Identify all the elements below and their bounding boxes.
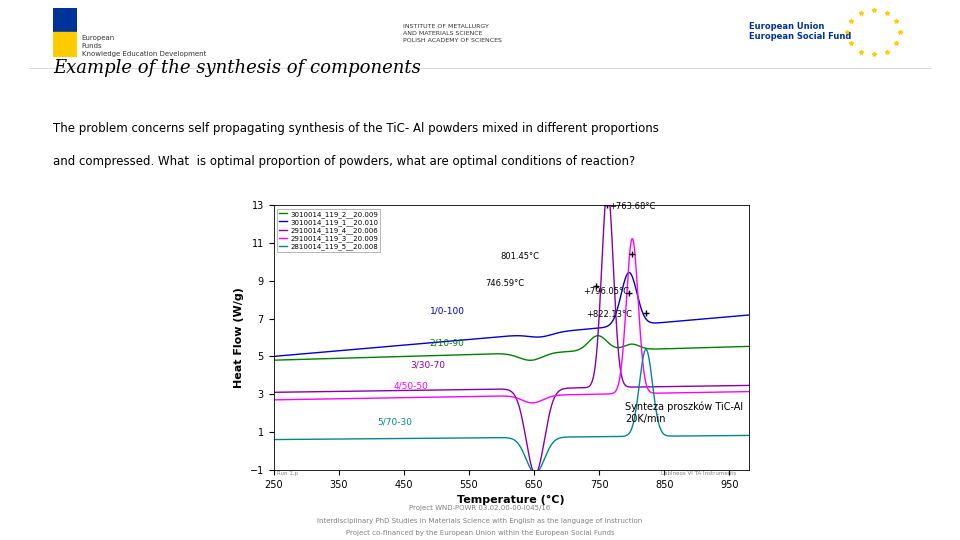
Bar [53,8,77,32]
Text: Example of the synthesis of components: Example of the synthesis of components [53,59,420,77]
X-axis label: Temperature (°C): Temperature (°C) [457,495,565,505]
Bar [53,32,77,57]
Text: The problem concerns self propagating synthesis of the TiC- Al powders mixed in : The problem concerns self propagating sy… [53,122,659,136]
Text: 1/0-100: 1/0-100 [430,307,465,316]
Text: Synteza proszków TiC-Al
20K/min: Synteza proszków TiC-Al 20K/min [625,402,743,424]
Text: +822.13°C: +822.13°C [586,310,632,319]
Text: 3/30-70: 3/30-70 [410,361,445,370]
Text: +796.05°C: +796.05°C [584,287,630,296]
Text: 2/10-90: 2/10-90 [430,338,465,347]
Text: Project WND-POWR 03.02.00-00-I045/16: Project WND-POWR 03.02.00-00-I045/16 [409,505,551,511]
Text: 746.59°C: 746.59°C [485,279,524,288]
Text: +763.68°C: +763.68°C [609,201,656,211]
Text: Run 1.p: Run 1.p [276,471,298,476]
Text: INSTITUTE OF METALLURGY
AND MATERIALS SCIENCE
POLISH ACADEMY OF SCIENCES: INSTITUTE OF METALLURGY AND MATERIALS SC… [403,24,502,43]
Text: European Union
European Social Fund: European Union European Social Fund [749,22,852,41]
Text: European
Funds
Knowledge Education Development: European Funds Knowledge Education Devel… [82,35,206,57]
Text: 5/70-30: 5/70-30 [377,417,413,427]
Text: Project co-financed by the European Union within the European Social Funds: Project co-financed by the European Unio… [346,530,614,536]
Text: Interdisciplinary PhD Studies in Materials Science with English as the language : Interdisciplinary PhD Studies in Materia… [318,518,642,524]
Text: and compressed. What  is optimal proportion of powders, what are optimal conditi: and compressed. What is optimal proporti… [53,154,636,168]
Text: LabIneos VI TA Instruments: LabIneos VI TA Instruments [660,471,735,476]
Text: 801.45°C: 801.45°C [500,252,540,261]
Legend: 3010014_119_2__20.009, 3010014_119_1__20.010, 2910014_119_4__20.006, 2910014_119: 3010014_119_2__20.009, 3010014_119_1__20… [277,208,380,252]
Y-axis label: Heat Flow (W/g): Heat Flow (W/g) [234,287,244,388]
Text: 4/50-50: 4/50-50 [394,382,429,390]
